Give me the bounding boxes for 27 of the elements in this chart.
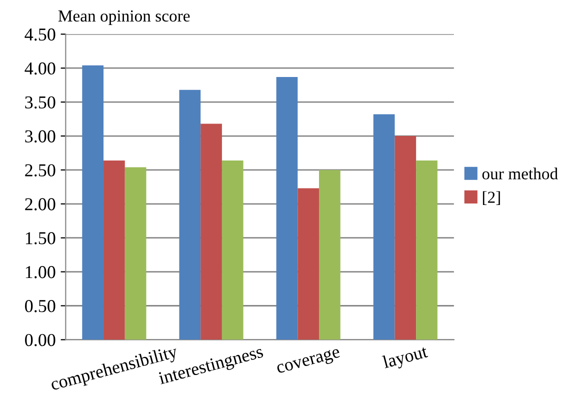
y-axis-title: Mean opinion score bbox=[58, 10, 190, 26]
y-tick-label: 0.50 bbox=[25, 300, 56, 312]
y-tick-label: 2.50 bbox=[25, 164, 56, 176]
bar bbox=[82, 65, 104, 340]
bar bbox=[179, 90, 201, 340]
bar bbox=[319, 170, 340, 340]
x-tick-label: layout bbox=[382, 344, 430, 372]
y-tick-label: 3.50 bbox=[25, 96, 56, 109]
y-tick-label: 4.00 bbox=[24, 62, 56, 75]
bar bbox=[394, 136, 416, 340]
legend-label: our method bbox=[482, 168, 558, 180]
x-tick-label: coverage bbox=[276, 348, 342, 378]
y-tick-label: 0.00 bbox=[25, 334, 56, 346]
bar bbox=[416, 160, 438, 340]
bar bbox=[298, 188, 320, 340]
legend-label: [2] bbox=[482, 191, 500, 205]
y-tick-label: 4.50 bbox=[24, 28, 56, 41]
y-tick-label: 1.00 bbox=[26, 266, 56, 278]
bar bbox=[124, 167, 146, 340]
y-tick-label: 3.00 bbox=[25, 130, 56, 143]
bar bbox=[104, 160, 125, 340]
bar bbox=[373, 114, 395, 340]
y-tick-label: 2.00 bbox=[25, 198, 56, 210]
bar bbox=[222, 160, 244, 340]
bar bbox=[276, 76, 298, 340]
bar bbox=[200, 124, 222, 340]
y-tick-label: 1.50 bbox=[26, 232, 56, 244]
